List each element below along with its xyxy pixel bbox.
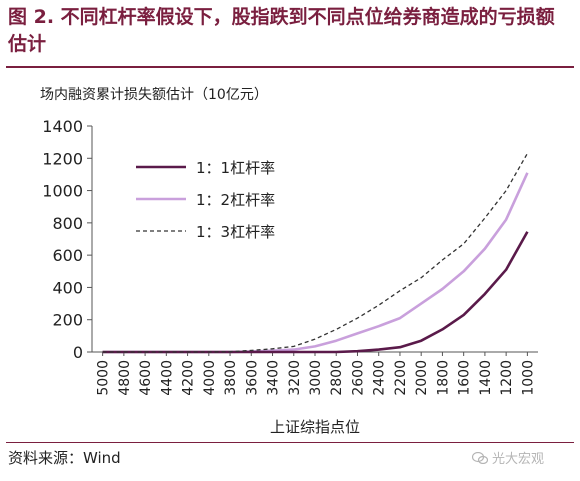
x-tick-label: 4400 bbox=[159, 360, 175, 396]
series-line-3 bbox=[102, 153, 528, 353]
watermark-text: 光大宏观 bbox=[492, 452, 545, 467]
x-tick-label: 1600 bbox=[457, 360, 473, 396]
legend-label: 1：3杠杆率 bbox=[196, 223, 275, 241]
footer-divider bbox=[6, 442, 574, 443]
x-tick-label: 1000 bbox=[520, 360, 536, 396]
title-divider bbox=[6, 66, 574, 68]
y-tick-label: 400 bbox=[52, 278, 83, 297]
y-tick-label: 200 bbox=[52, 311, 83, 330]
x-tick-label: 3200 bbox=[287, 360, 303, 396]
x-tick-label: 3600 bbox=[244, 360, 260, 396]
y-tick-label: 1000 bbox=[42, 182, 83, 201]
x-tick-label: 2800 bbox=[329, 360, 345, 396]
x-tick-label: 3800 bbox=[223, 360, 239, 396]
y-tick-label: 1400 bbox=[42, 117, 83, 136]
x-tick-label: 4000 bbox=[202, 360, 218, 396]
x-tick-label: 4600 bbox=[138, 360, 154, 396]
chart-title: 图 2. 不同杠杆率假设下，股指跌到不同点位给券商造成的亏损额估计 bbox=[8, 6, 555, 55]
x-tick-label: 2600 bbox=[350, 360, 366, 396]
x-axis-title: 上证综指点位 bbox=[270, 418, 360, 436]
x-tick-label: 2000 bbox=[414, 360, 430, 396]
line-chart: 0 200 400 600 800 1000 1200 1400 5000 4800 4600 440… bbox=[42, 117, 538, 436]
source-note: 资料来源：Wind bbox=[8, 449, 121, 467]
y-tick-label: 800 bbox=[52, 214, 83, 233]
x-tick-label: 2200 bbox=[393, 360, 409, 396]
y-tick-label: 1200 bbox=[42, 149, 83, 168]
y-axis-label: 场内融资累计损失额估计（10亿元） bbox=[40, 87, 268, 103]
x-tick-label: 3000 bbox=[308, 360, 324, 396]
legend-label: 1：1杠杆率 bbox=[196, 159, 275, 177]
x-tick-label: 4200 bbox=[181, 360, 197, 396]
y-tick-label: 600 bbox=[52, 246, 83, 265]
x-tick-label: 4800 bbox=[117, 360, 133, 396]
x-tick-label: 5000 bbox=[96, 360, 112, 396]
x-tick-label: 1800 bbox=[435, 360, 451, 396]
legend-label: 1：2杠杆率 bbox=[196, 191, 275, 209]
wechat-icon bbox=[472, 452, 488, 464]
watermark: 光大宏观 bbox=[472, 448, 544, 467]
x-tick-label: 3400 bbox=[266, 360, 282, 396]
x-tick-label: 2400 bbox=[372, 360, 388, 396]
series-line-1 bbox=[102, 231, 529, 354]
x-tick-label: 1200 bbox=[499, 360, 515, 396]
x-tick-label: 1400 bbox=[478, 360, 494, 396]
y-tick-label: 0 bbox=[73, 343, 83, 362]
